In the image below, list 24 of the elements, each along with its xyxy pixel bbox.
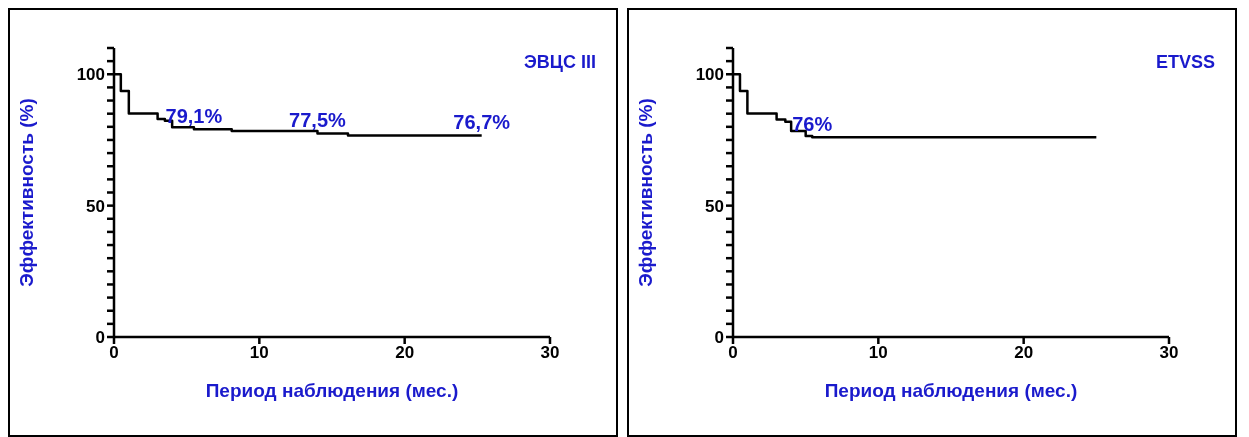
annotation: 77,5% [289,109,347,132]
annotation: ETVSS [1155,52,1215,73]
x-tick-label: 30 [540,343,560,363]
x-tick-label: 10 [249,343,269,363]
annotation: 79,1% [165,105,223,128]
annotation: 76,7% [453,111,511,134]
x-tick-label: 30 [1159,343,1179,363]
x-tick-label: 0 [109,343,119,363]
y-tick-label: 0 [714,328,724,348]
x-tick-label: 20 [395,343,415,363]
y-axis-title: Эффективность (%) [15,98,37,287]
y-tick-label: 0 [95,328,105,348]
y-tick-label: 50 [86,196,105,216]
x-tick-label: 0 [728,343,738,363]
x-tick-label: 10 [868,343,888,363]
annotation: ЭВЦС III [524,52,596,73]
annotation: 76% [792,113,833,136]
x-tick-label: 20 [1014,343,1034,363]
y-tick-label: 50 [705,196,724,216]
y-axis-title: Эффективность (%) [634,98,656,287]
y-tick-label: 100 [76,65,105,85]
y-tick-label: 100 [695,65,724,85]
x-axis-title: Период наблюдения (мес.) [824,380,1078,401]
x-axis-title: Период наблюдения (мес.) [205,380,459,401]
